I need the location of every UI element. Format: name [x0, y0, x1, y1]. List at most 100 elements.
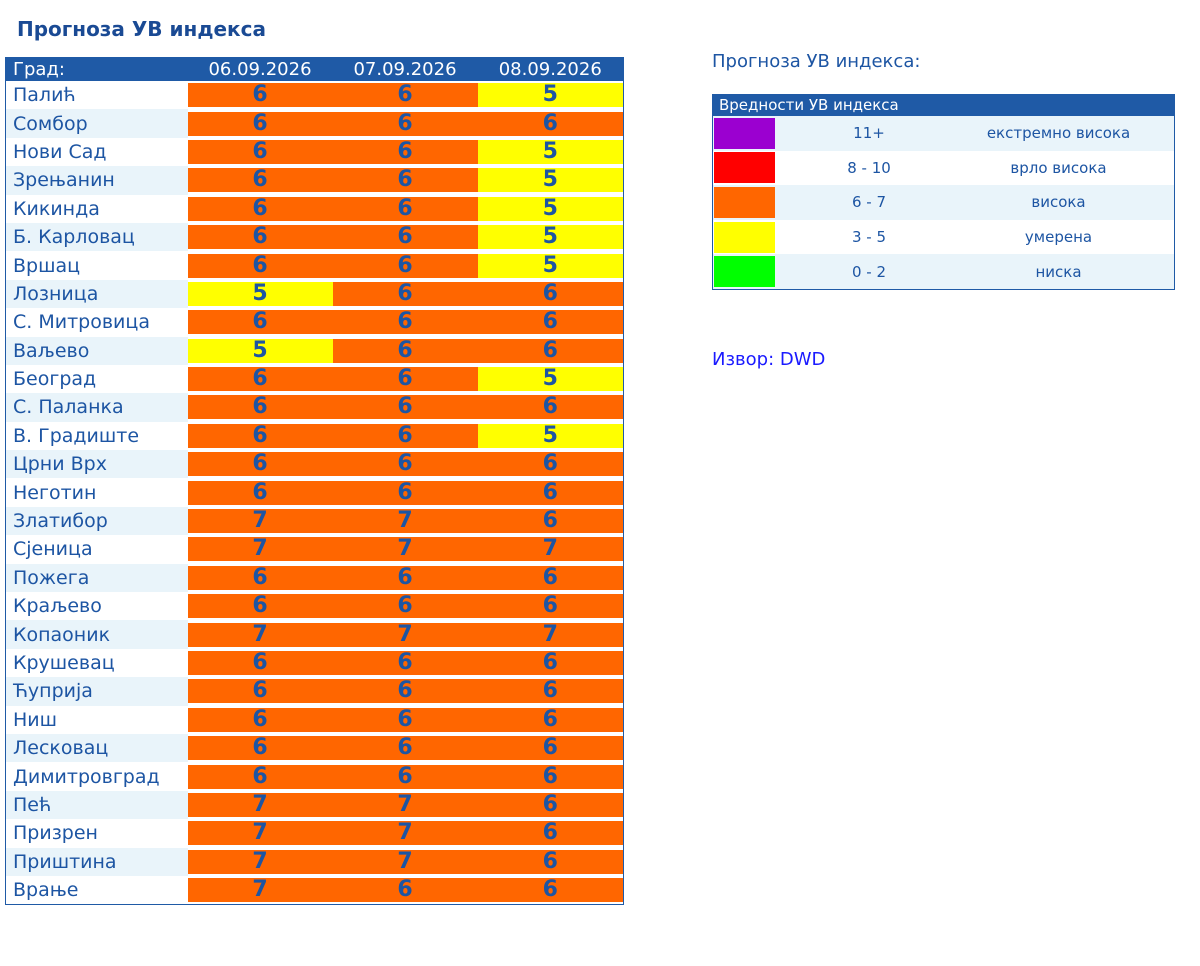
- uv-value-cell: 7: [187, 620, 333, 648]
- uv-value-cell: 6: [332, 166, 478, 194]
- uv-value-cell: 7: [187, 791, 333, 819]
- uv-value: 6: [332, 395, 478, 420]
- uv-value: 6: [332, 196, 478, 221]
- uv-value: 7: [187, 792, 333, 817]
- table-row: Лозница 5 6 6: [5, 279, 624, 309]
- legend-range: 6 - 7: [851, 193, 887, 212]
- city-name: Сомбор: [5, 109, 188, 138]
- uv-value-cell: 6: [332, 365, 478, 393]
- city-name: Пожега: [5, 563, 188, 593]
- table-row: Б. Карловац 6 6 5: [5, 222, 624, 252]
- uv-value-cell: 6: [477, 706, 624, 734]
- uv-value-cell: 5: [187, 337, 333, 365]
- uv-value-cell: 7: [187, 507, 333, 535]
- uv-value-cell: 6: [187, 138, 333, 166]
- uv-value-cell: 6: [332, 337, 478, 365]
- uv-value: 6: [477, 849, 623, 874]
- uv-forecast-table: Град: 06.09.2026 07.09.2026 08.09.2026 П…: [5, 57, 624, 906]
- uv-value-cell: 6: [187, 223, 333, 251]
- city-name: Пећ: [5, 790, 188, 820]
- uv-value: 6: [477, 338, 623, 363]
- uv-value: 6: [332, 168, 478, 193]
- table-row: Краљево 6 6 6: [5, 592, 624, 621]
- uv-value-cell: 6: [477, 109, 624, 137]
- uv-value: 5: [477, 423, 623, 448]
- uv-value-cell: 6: [187, 393, 333, 421]
- header-city: Град:: [5, 57, 188, 81]
- uv-value: 7: [187, 849, 333, 874]
- city-name: Призрен: [5, 819, 188, 848]
- uv-value-cell: 7: [332, 507, 478, 535]
- uv-value: 6: [332, 480, 478, 505]
- uv-value: 6: [187, 679, 333, 704]
- uv-value: 6: [477, 792, 623, 817]
- uv-value-cell: 6: [332, 138, 478, 166]
- uv-value-cell: 6: [332, 706, 478, 734]
- table-row: С. Митровица 6 6 6: [5, 308, 624, 337]
- table-row: С. Паланка 6 6 6: [5, 393, 624, 422]
- legend-swatch: [714, 256, 775, 288]
- table-row: Вршац 6 6 5: [5, 251, 624, 280]
- table-row: Ћуприја 6 6 6: [5, 677, 624, 706]
- legend-range: 3 - 5: [851, 228, 887, 247]
- uv-value: 6: [332, 594, 478, 619]
- table-row: Београд 6 6 5: [5, 364, 624, 394]
- uv-value-cell: 5: [477, 251, 624, 279]
- uv-value: 7: [332, 792, 478, 817]
- uv-value: 6: [332, 679, 478, 704]
- legend-range: 11+: [853, 124, 885, 143]
- legend-swatch: [714, 117, 775, 149]
- uv-value-cell: 7: [187, 848, 333, 876]
- table-row: В. Градиште 6 6 5: [5, 421, 624, 451]
- legend-label: врло висока: [1010, 158, 1107, 177]
- uv-value: 6: [477, 565, 623, 590]
- city-name: Краљево: [5, 592, 188, 621]
- header-date-1: 06.09.2026: [187, 57, 333, 81]
- uv-value: 7: [332, 537, 478, 562]
- city-name: Златибор: [5, 506, 188, 536]
- table-row: Кикинда 6 6 5: [5, 194, 624, 223]
- city-name: Кикинда: [5, 194, 188, 223]
- uv-value-cell: 6: [332, 251, 478, 279]
- uv-value: 6: [187, 452, 333, 477]
- city-name: Копаоник: [5, 620, 188, 649]
- source-note: Извор: DWD: [712, 349, 826, 370]
- uv-value-cell: 6: [477, 280, 624, 308]
- uv-value: 6: [187, 111, 333, 136]
- uv-value-cell: 6: [187, 308, 333, 336]
- uv-value-cell: 6: [477, 848, 624, 876]
- uv-value: 7: [477, 622, 623, 647]
- uv-value-cell: 6: [332, 422, 478, 450]
- uv-value-cell: 7: [477, 620, 624, 648]
- uv-value-cell: 6: [477, 337, 624, 365]
- uv-value-cell: 6: [332, 762, 478, 790]
- uv-value: 6: [477, 395, 623, 420]
- legend-row: 8 - 10 врло висока: [713, 150, 1174, 186]
- uv-value-cell: 6: [187, 81, 333, 109]
- city-name: Палић: [5, 81, 188, 110]
- header-date-2: 07.09.2026: [332, 57, 478, 81]
- uv-value: 6: [332, 253, 478, 278]
- uv-value-cell: 6: [477, 677, 624, 705]
- uv-value-cell: 6: [477, 308, 624, 336]
- uv-value: 6: [187, 83, 333, 108]
- uv-value: 7: [187, 509, 333, 534]
- uv-value: 5: [187, 338, 333, 363]
- table-row: Пожега 6 6 6: [5, 563, 624, 593]
- uv-value-cell: 6: [187, 422, 333, 450]
- uv-value: 6: [332, 736, 478, 761]
- uv-value: 6: [332, 367, 478, 392]
- uv-value: 6: [187, 423, 333, 448]
- uv-value: 6: [187, 764, 333, 789]
- uv-value-cell: 6: [187, 478, 333, 506]
- uv-value-cell: 6: [187, 734, 333, 762]
- city-name: Неготин: [5, 478, 188, 507]
- uv-value: 6: [187, 565, 333, 590]
- table-row: Палић 6 6 5: [5, 81, 624, 110]
- uv-value-cell: 6: [332, 564, 478, 592]
- uv-value: 7: [187, 878, 333, 903]
- uv-value-cell: 6: [477, 876, 624, 905]
- header-date-3: 08.09.2026: [477, 57, 624, 81]
- uv-value-cell: 6: [332, 195, 478, 223]
- uv-value: 6: [187, 253, 333, 278]
